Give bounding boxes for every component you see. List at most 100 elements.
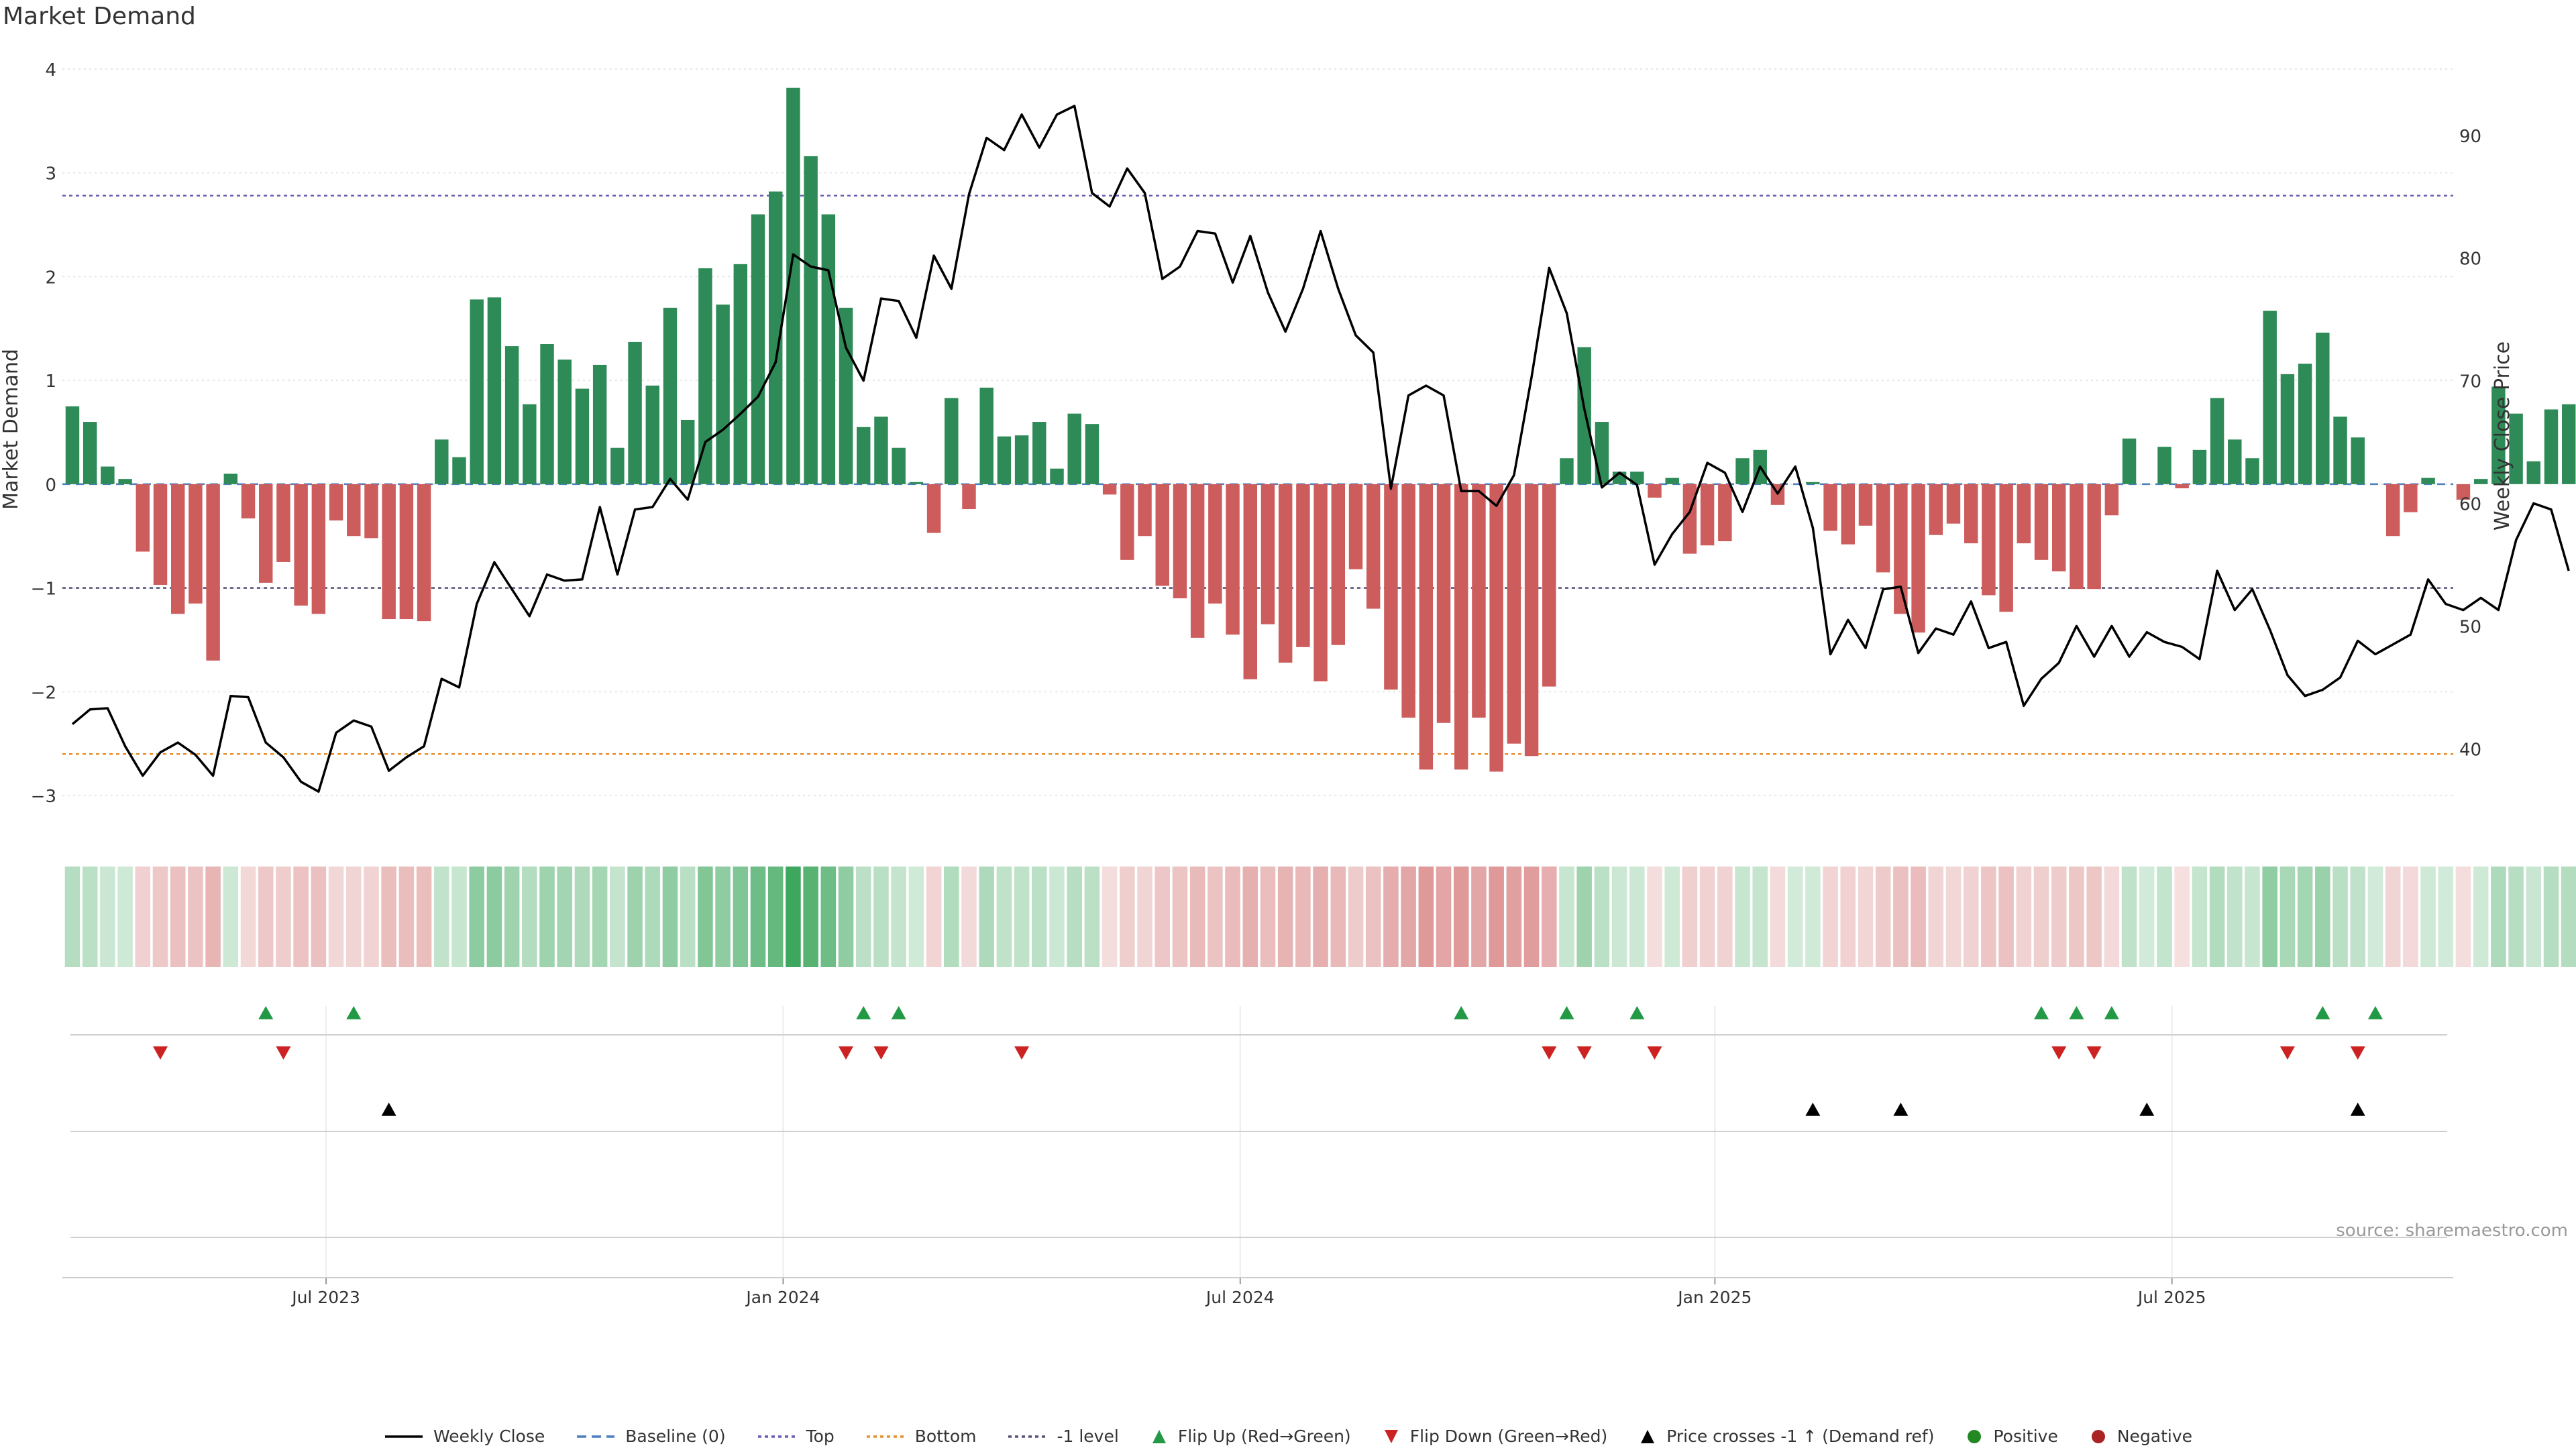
demand-strip-cell: [2420, 867, 2436, 967]
demand-strip-cell: [1348, 867, 1364, 967]
demand-strip-cell: [1120, 867, 1135, 967]
demand-strip-cell: [1489, 867, 1504, 967]
legend-label: Flip Down (Green→Red): [1409, 1427, 1608, 1446]
demand-strip-cell: [574, 867, 590, 967]
positive-demand-bar: [857, 427, 871, 484]
demand-strip-cell: [2016, 867, 2032, 967]
demand-strip-cell: [1911, 867, 1926, 967]
demand-strip-cell: [170, 867, 186, 967]
positive-demand-bar: [1806, 482, 1820, 484]
flip-down-marker: [1647, 1046, 1662, 1060]
flip-up-marker: [346, 1006, 362, 1019]
negative-demand-bar: [276, 484, 290, 562]
demand-strip-cell: [117, 867, 133, 967]
legend-label: Negative: [2116, 1427, 2193, 1446]
legend-item: Negative: [2089, 1427, 2192, 1446]
positive-demand-bar: [2473, 479, 2488, 484]
negative-demand-bar: [1226, 484, 1240, 635]
legend-label: -1 level: [1057, 1427, 1119, 1446]
left-axis-label: Market Demand: [0, 349, 23, 510]
negative-demand-bar: [417, 484, 431, 622]
weekly-close-line: [71, 105, 2570, 793]
demand-strip-cell: [610, 867, 625, 967]
positive-demand-bar: [1630, 471, 1644, 484]
positive-demand-bar: [2491, 386, 2506, 484]
negative-demand-bar: [136, 484, 150, 552]
positive-demand-bar: [1032, 422, 1046, 484]
legend-label: Bottom: [914, 1427, 977, 1446]
negative-demand-bar: [1648, 484, 1662, 498]
price-cross-marker: [381, 1103, 396, 1116]
negative-demand-bar: [2456, 484, 2471, 500]
demand-strip-cell: [2350, 867, 2366, 967]
positive-demand-bar: [2245, 458, 2259, 484]
demand-strip-cell: [434, 867, 449, 967]
positive-demand-bar: [733, 264, 748, 484]
chart-title: Market Demand: [3, 3, 196, 30]
positive-demand-bar: [610, 447, 625, 484]
demand-strip-cell: [1735, 867, 1750, 967]
demand-strip-cell: [1805, 867, 1821, 967]
demand-strip-cell: [1664, 867, 1680, 967]
demand-strip-cell: [855, 867, 871, 967]
demand-strip-cell: [979, 867, 994, 967]
demand-strip-cell: [1418, 867, 1434, 967]
negative-demand-bar: [1366, 484, 1381, 609]
negative-demand-bar: [1260, 484, 1275, 624]
legend-item: Baseline (0): [576, 1427, 726, 1446]
flip-up-marker: [2104, 1006, 2119, 1019]
demand-strip-cell: [1699, 867, 1715, 967]
demand-strip-cell: [2279, 867, 2296, 967]
negative-demand-bar: [1419, 484, 1434, 770]
demand-strip-cell: [1840, 867, 1856, 967]
demand-strip-cell: [2121, 867, 2137, 967]
negative-demand-bar: [2104, 484, 2119, 516]
demand-strip-cell: [2157, 867, 2172, 967]
demand-strip-cell: [2508, 867, 2524, 967]
demand-strip-cell: [1945, 867, 1962, 967]
right-tick-label: 90: [2459, 127, 2481, 147]
legend-item: Top: [757, 1427, 835, 1446]
negative-demand-bar: [1331, 484, 1346, 645]
negative-demand-bar: [1190, 484, 1205, 638]
demand-strip-cell: [135, 867, 151, 967]
demand-strip-cell: [451, 867, 467, 967]
demand-strip-cell: [1770, 867, 1786, 967]
right-tick-label: 80: [2459, 249, 2481, 270]
positive-demand-bar: [751, 214, 765, 484]
legend-swatch: [1152, 1429, 1166, 1443]
demand-strip-cell: [2139, 867, 2155, 967]
negative-demand-bar: [1929, 484, 1943, 535]
flip-up-marker: [1559, 1006, 1574, 1019]
grid-layer: [62, 68, 2453, 1278]
positive-demand-bar: [1735, 458, 1750, 484]
flip-down-marker: [2350, 1046, 2365, 1060]
demand-strip-cell: [1823, 867, 1838, 967]
demand-strip-cell: [1313, 867, 1328, 967]
demand-strip-cell: [1032, 867, 1047, 967]
demand-strip-cell: [1506, 867, 1522, 967]
positive-demand-bar: [1595, 422, 1609, 484]
flip-up-marker: [1454, 1006, 1469, 1019]
flip-up-marker: [258, 1006, 274, 1019]
demand-strip-cell: [557, 867, 573, 967]
legend-item: Weekly Close: [384, 1427, 545, 1446]
demand-strip-cell: [1049, 867, 1065, 967]
demand-strip-cell: [469, 867, 484, 967]
demand-strip-cell: [1787, 867, 1803, 967]
negative-demand-bar: [1454, 484, 1468, 770]
flip-down-marker: [1542, 1046, 1557, 1060]
flip-down-marker: [276, 1046, 291, 1060]
legend-label: Positive: [1993, 1427, 2058, 1446]
positive-demand-bar: [1067, 413, 1081, 484]
negative-demand-bar: [170, 484, 185, 614]
left-tick-label: −1: [31, 579, 56, 600]
legend-label: Top: [806, 1427, 835, 1446]
demand-strip-cell: [2491, 867, 2506, 967]
positive-demand-bar: [2351, 437, 2365, 484]
positive-demand-bar: [223, 473, 238, 484]
negative-demand-bar: [1278, 484, 1293, 663]
left-tick-label: 0: [45, 476, 56, 496]
negative-demand-bar: [1718, 484, 1732, 541]
signal-markers: [153, 1006, 2383, 1116]
